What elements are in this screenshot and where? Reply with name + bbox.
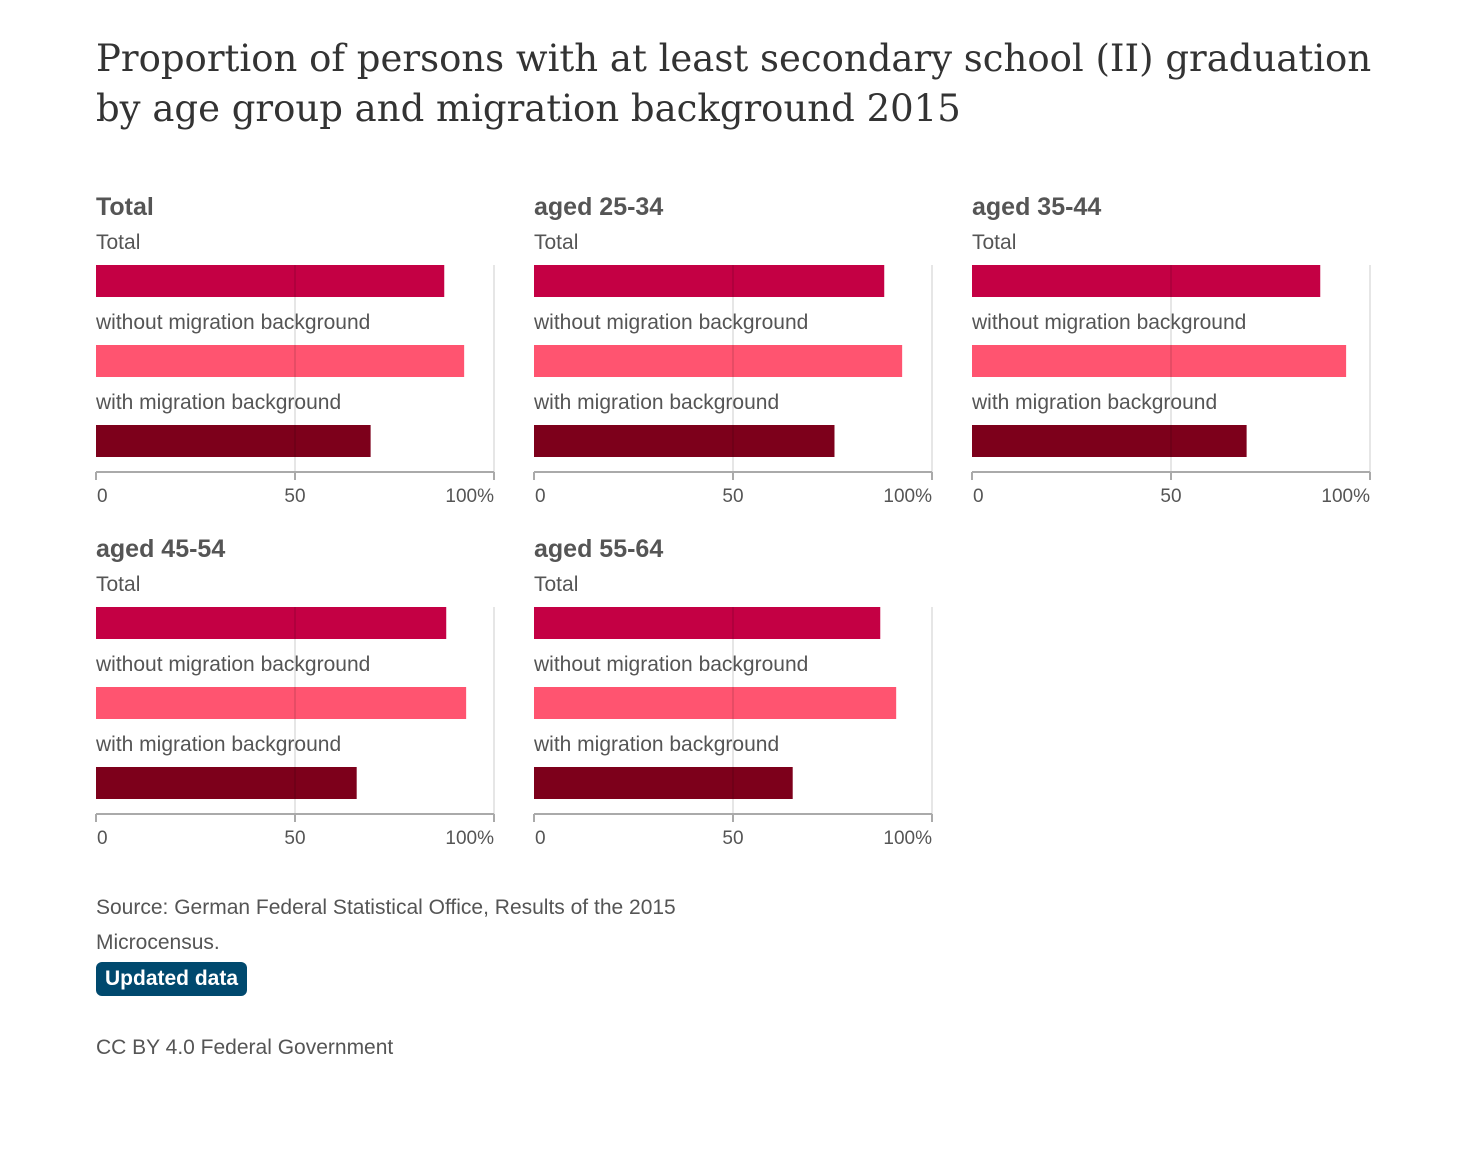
x-tick-label: 50 — [1160, 486, 1181, 507]
bar-with-migration — [534, 425, 835, 457]
bar-label: with migration background — [95, 391, 341, 414]
bar-label: Total — [534, 231, 578, 254]
bar-label: without migration background — [95, 653, 370, 676]
x-tick-label: 0 — [535, 486, 546, 507]
bar-total — [534, 607, 881, 639]
panel-title: aged 55-64 — [534, 535, 664, 563]
panel-title: aged 35-44 — [972, 193, 1102, 221]
bar-total — [534, 265, 885, 297]
bar-label: Total — [96, 231, 140, 254]
bar-label: Total — [534, 573, 578, 596]
bar-label: with migration background — [533, 733, 779, 756]
x-tick-label: 50 — [722, 828, 743, 849]
bar-label: without migration background — [971, 311, 1246, 334]
bar-label: Total — [96, 573, 140, 596]
bar-with-migration — [534, 767, 793, 799]
chart-title: Proportion of persons with at least seco… — [96, 37, 1372, 130]
bar-without-migration — [534, 687, 897, 719]
panel-title: aged 25-34 — [534, 193, 664, 221]
bar-with-migration — [96, 425, 371, 457]
bar-label: Total — [972, 231, 1016, 254]
bar-label: without migration background — [533, 311, 808, 334]
bar-label: with migration background — [533, 391, 779, 414]
panel-aged-45-54: aged 45-54 Total without migration backgr… — [95, 534, 496, 854]
bar-without-migration — [972, 345, 1347, 377]
x-tick-label: 0 — [535, 828, 546, 849]
bar-without-migration — [96, 345, 465, 377]
bar-chart: Total without migration background with mi… — [971, 231, 1371, 507]
bar-with-migration — [972, 425, 1247, 457]
bar-chart: Total without migration background with mi… — [533, 231, 933, 507]
updated-data-button[interactable]: Updated data — [96, 962, 248, 996]
x-tick-label: 50 — [284, 828, 305, 849]
panel-total: Total Total without migration background w… — [95, 192, 496, 512]
bar-label: with migration background — [95, 733, 341, 756]
panel-aged-35-44: aged 35-44 Total without migration backgr… — [971, 192, 1372, 512]
x-tick-label: 100% — [883, 828, 932, 849]
x-tick-label: 100% — [445, 486, 494, 507]
bar-without-migration — [96, 687, 467, 719]
bar-total — [972, 265, 1321, 297]
panel-aged-55-64: aged 55-64 Total without migration backgr… — [533, 534, 934, 854]
panel-title: Total — [96, 193, 154, 221]
license-note: CC BY 4.0 Federal Government — [96, 1036, 394, 1059]
x-tick-label: 0 — [97, 486, 108, 507]
panel-aged-25-34: aged 25-34 Total without migration backgr… — [533, 192, 934, 512]
bar-total — [96, 265, 445, 297]
x-tick-label: 100% — [883, 486, 932, 507]
bar-without-migration — [534, 345, 903, 377]
x-tick-label: 50 — [722, 486, 743, 507]
bar-label: without migration background — [95, 311, 370, 334]
panel-title: aged 45-54 — [96, 535, 226, 563]
x-tick-label: 100% — [445, 828, 494, 849]
x-tick-label: 100% — [1321, 486, 1370, 507]
bar-chart: Total without migration background with mi… — [533, 573, 933, 849]
bar-with-migration — [96, 767, 357, 799]
bar-chart: Total without migration background with mi… — [95, 231, 495, 507]
bar-chart: Total without migration background with mi… — [95, 573, 495, 849]
bar-label: without migration background — [533, 653, 808, 676]
x-tick-label: 50 — [284, 486, 305, 507]
bar-total — [96, 607, 447, 639]
bar-label: with migration background — [971, 391, 1217, 414]
source-note: Source: German Federal Statistical Offic… — [96, 896, 676, 954]
x-tick-label: 0 — [97, 828, 108, 849]
x-tick-label: 0 — [973, 486, 984, 507]
